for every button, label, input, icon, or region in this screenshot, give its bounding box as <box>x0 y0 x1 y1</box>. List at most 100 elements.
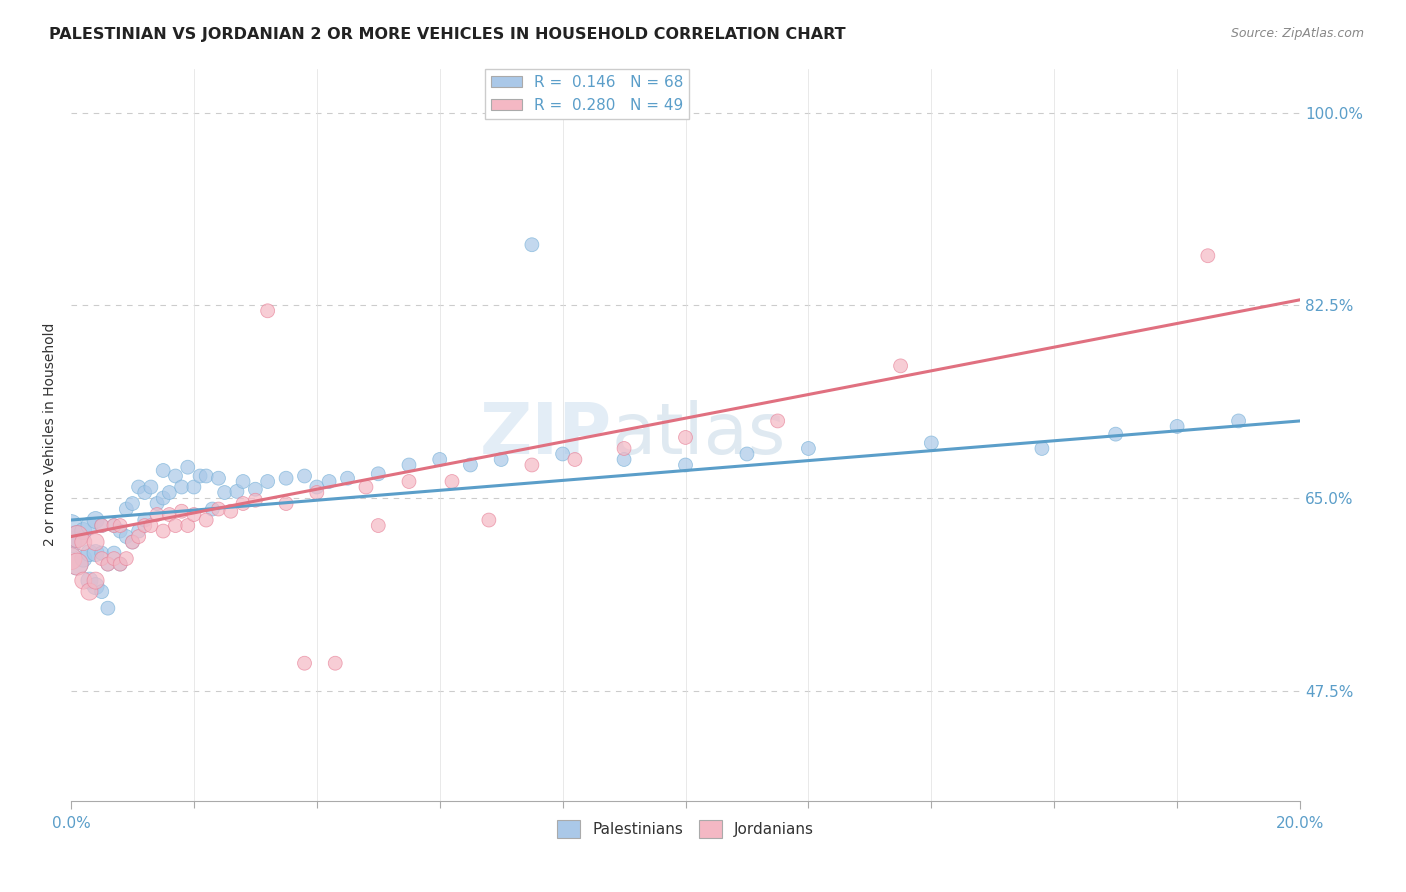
Point <box>920 436 942 450</box>
Point <box>66 530 89 544</box>
Point <box>170 480 193 494</box>
Text: ZIP: ZIP <box>479 401 612 469</box>
Point <box>1197 249 1219 263</box>
Point <box>735 447 758 461</box>
Point <box>84 546 107 560</box>
Text: atlas: atlas <box>612 401 786 469</box>
Point <box>165 518 187 533</box>
Point <box>294 469 316 483</box>
Point <box>103 551 125 566</box>
Text: PALESTINIAN VS JORDANIAN 2 OR MORE VEHICLES IN HOUSEHOLD CORRELATION CHART: PALESTINIAN VS JORDANIAN 2 OR MORE VEHIC… <box>49 27 846 42</box>
Point <box>79 546 101 560</box>
Point <box>134 485 156 500</box>
Point <box>90 518 112 533</box>
Point <box>165 469 187 483</box>
Point <box>201 502 224 516</box>
Point <box>103 518 125 533</box>
Point <box>84 535 107 549</box>
Point <box>177 518 200 533</box>
Point <box>157 508 180 522</box>
Point <box>219 504 242 518</box>
Point <box>90 546 112 560</box>
Point <box>115 502 138 516</box>
Point <box>195 469 218 483</box>
Point <box>520 237 543 252</box>
Point <box>294 657 316 671</box>
Point <box>367 467 389 481</box>
Point <box>232 475 254 489</box>
Point <box>97 601 120 615</box>
Point <box>60 535 83 549</box>
Point <box>354 480 377 494</box>
Point <box>520 458 543 472</box>
Point <box>146 508 169 522</box>
Point <box>108 524 131 538</box>
Point <box>766 414 789 428</box>
Point <box>66 530 89 544</box>
Point <box>245 493 267 508</box>
Point <box>115 551 138 566</box>
Point <box>134 513 156 527</box>
Point <box>152 524 174 538</box>
Point <box>551 447 574 461</box>
Point <box>460 458 482 472</box>
Point <box>367 518 389 533</box>
Point <box>256 303 278 318</box>
Point <box>108 557 131 571</box>
Point <box>90 551 112 566</box>
Point <box>152 491 174 505</box>
Point <box>121 535 143 549</box>
Point <box>79 574 101 588</box>
Point <box>1105 427 1128 442</box>
Point <box>305 485 328 500</box>
Point <box>157 485 180 500</box>
Point <box>232 496 254 510</box>
Point <box>84 579 107 593</box>
Point <box>97 557 120 571</box>
Point <box>245 482 267 496</box>
Point <box>440 475 463 489</box>
Point <box>72 524 94 538</box>
Point <box>207 502 229 516</box>
Point <box>90 584 112 599</box>
Point <box>177 460 200 475</box>
Point <box>188 469 211 483</box>
Point <box>152 463 174 477</box>
Point <box>207 471 229 485</box>
Point <box>398 458 420 472</box>
Point <box>128 480 150 494</box>
Point <box>183 508 205 522</box>
Point <box>613 442 636 456</box>
Point <box>489 452 512 467</box>
Point <box>60 518 83 533</box>
Point <box>115 530 138 544</box>
Point <box>1031 442 1053 456</box>
Point <box>305 480 328 494</box>
Point <box>103 518 125 533</box>
Point <box>66 557 89 571</box>
Point <box>108 518 131 533</box>
Point <box>60 551 83 566</box>
Point <box>84 513 107 527</box>
Point <box>274 471 297 485</box>
Point <box>1227 414 1250 428</box>
Point <box>170 504 193 518</box>
Point <box>195 513 218 527</box>
Point <box>214 485 236 500</box>
Point <box>564 452 586 467</box>
Point <box>146 496 169 510</box>
Point <box>318 475 340 489</box>
Point <box>1166 419 1188 434</box>
Point <box>429 452 451 467</box>
Point <box>79 584 101 599</box>
Point <box>675 458 697 472</box>
Point <box>797 442 820 456</box>
Point <box>139 480 162 494</box>
Point <box>675 430 697 444</box>
Point <box>336 471 359 485</box>
Point <box>890 359 912 373</box>
Point <box>90 518 112 533</box>
Point <box>97 557 120 571</box>
Point <box>398 475 420 489</box>
Point <box>121 496 143 510</box>
